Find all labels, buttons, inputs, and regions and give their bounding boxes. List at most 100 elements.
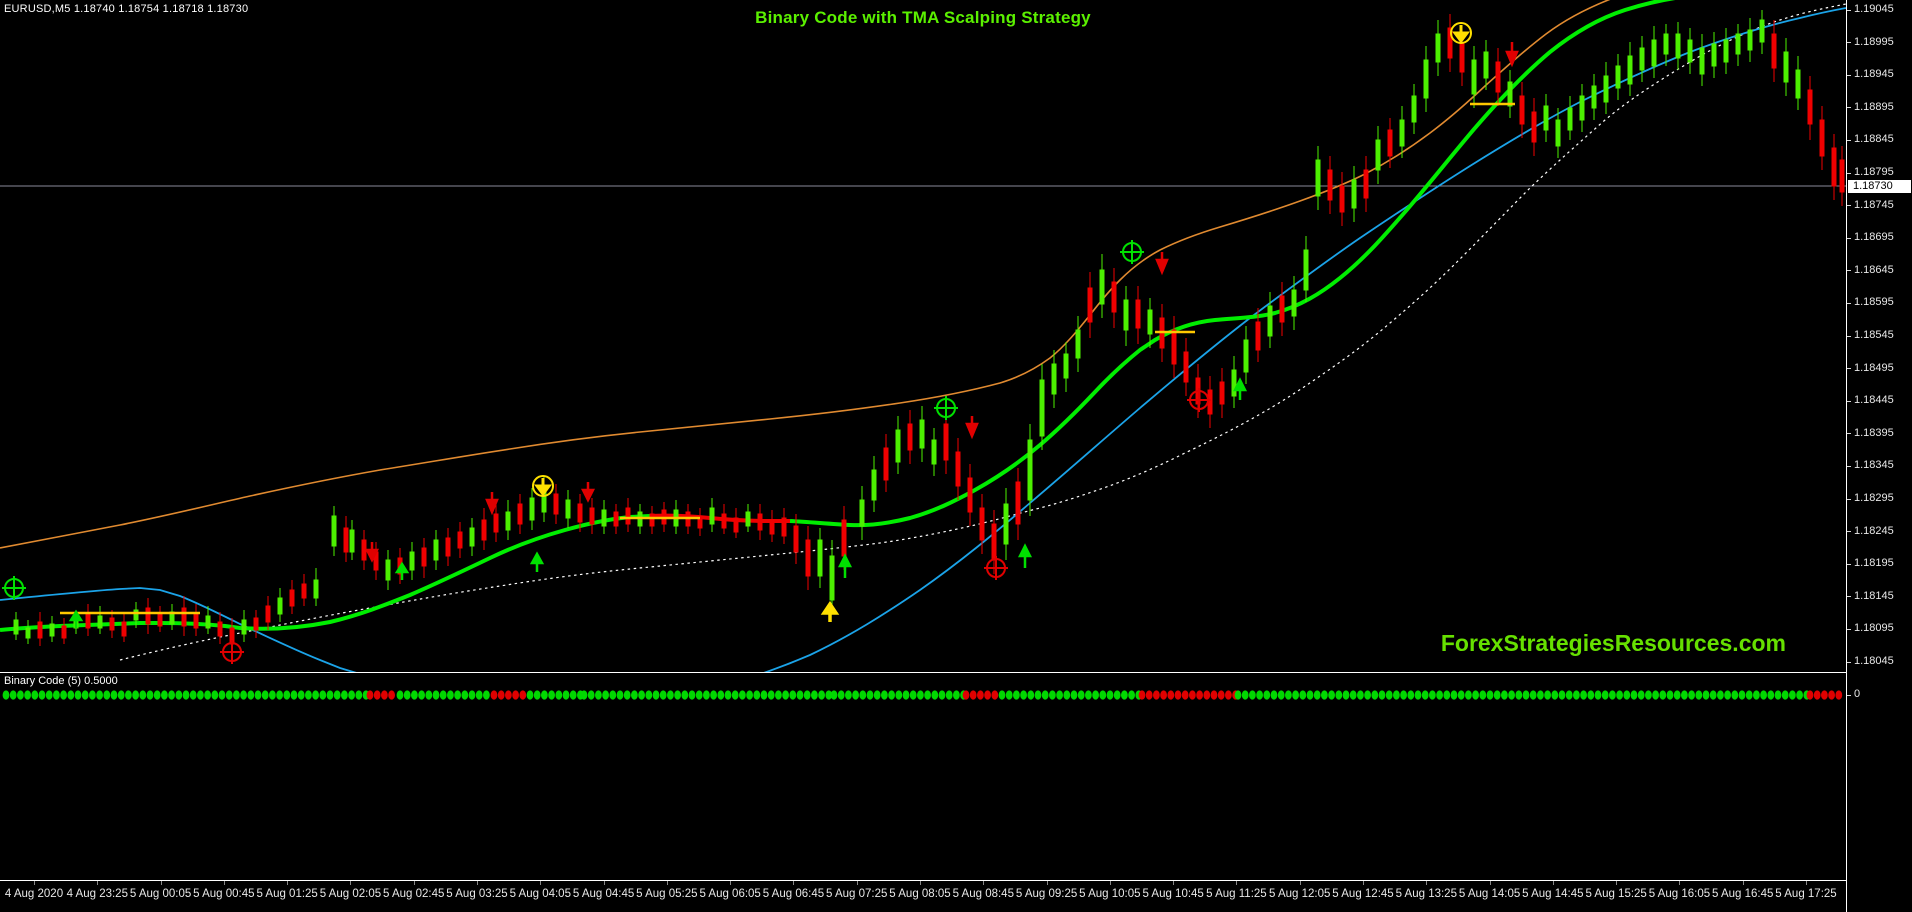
tick-mark [1847, 205, 1851, 207]
time-tick-mark [603, 881, 605, 885]
binary-code-dot [595, 690, 602, 700]
tick-mark [1847, 237, 1851, 239]
price-axis-tick: 1.18895 [1847, 101, 1912, 113]
binary-code-dot [276, 690, 283, 700]
binary-code-dot [1630, 690, 1638, 700]
tick-mark [1847, 172, 1851, 174]
indicator-axis-value: 0 [1854, 688, 1861, 700]
price-axis-tick: 1.18745 [1847, 199, 1912, 211]
tma-lower-band [0, 7, 1846, 672]
binary-code-dot [866, 690, 874, 700]
binary-code-dot [1465, 690, 1472, 700]
binary-code-dot [1493, 690, 1501, 700]
time-tick-mark [477, 881, 478, 885]
time-axis-label: 5 Aug 03:25 [446, 888, 508, 900]
time-axis-label: 4 Aug 23:25 [66, 888, 128, 900]
binary-code-dot [175, 690, 183, 700]
binary-code-dot [526, 690, 534, 700]
last-price-badge: 1.18730 [1848, 180, 1911, 193]
signal-markers [2, 22, 1519, 664]
binary-code-dot [110, 690, 118, 700]
binary-code-dot [67, 690, 75, 700]
binary-code-dot [1056, 690, 1063, 700]
binary-code-dot [909, 690, 917, 700]
binary-code-dot [432, 690, 440, 700]
binary-code-dot [1673, 690, 1681, 700]
candlestick-series [13, 10, 1845, 652]
time-axis-label: 5 Aug 10:05 [1079, 888, 1141, 900]
binary-code-dot [645, 690, 653, 700]
binary-code-dot [512, 690, 519, 700]
binary-code-dot [1544, 690, 1551, 700]
binary-code-dot [38, 690, 46, 700]
binary-code-dot [1013, 690, 1020, 700]
time-axis-label: 5 Aug 08:45 [952, 888, 1014, 900]
binary-code-dot [297, 690, 305, 700]
binary-code-dot [837, 690, 845, 700]
binary-code-dot [1637, 690, 1645, 700]
time-axis-label: 5 Aug 12:05 [1269, 888, 1331, 900]
tick-mark [1847, 368, 1851, 370]
binary-code-dot [312, 690, 319, 700]
binary-code-dot [1796, 690, 1803, 700]
binary-code-dot [454, 690, 461, 700]
binary-code-dot [652, 690, 660, 700]
binary-code-dot [1085, 690, 1092, 700]
binary-code-dot [1020, 690, 1027, 700]
binary-code-dot [782, 690, 789, 700]
binary-code-dot [1681, 690, 1688, 700]
tick-mark [1847, 139, 1851, 141]
price-axis-label: 1.18045 [1854, 655, 1894, 667]
binary-code-dot [1486, 690, 1494, 700]
binary-code-dot [739, 690, 746, 700]
binary-code-dot [1378, 690, 1386, 700]
price-axis-label: 1.18845 [1854, 133, 1894, 146]
time-axis-label: 5 Aug 17:25 [1775, 888, 1837, 900]
binary-code-dot [818, 690, 825, 700]
binary-code-dot [348, 690, 355, 700]
binary-code-dot [767, 690, 775, 700]
watermark-text: ForexStrategiesResources.com [1440, 630, 1786, 656]
binary-code-dot [902, 690, 910, 700]
indicator-axis-tick: 0 [1847, 688, 1912, 700]
price-axis-tick: 1.18195 [1847, 557, 1912, 569]
binary-code-dot [1321, 690, 1328, 700]
time-axis-label: 5 Aug 07:25 [826, 888, 888, 900]
time-axis[interactable]: 4 Aug 2020 4 Aug 23:25 5 Aug 00:05 5 Aug 00… [0, 881, 1847, 912]
binary-code-dot [2, 690, 10, 700]
binary-code-indicator-pane[interactable]: Binary Code (5) 0.5000 [0, 673, 1847, 881]
tick-mark [1847, 9, 1851, 11]
binary-code-dot [1515, 690, 1523, 700]
binary-code-dot [269, 690, 276, 700]
binary-code-dot [623, 690, 631, 700]
price-chart-pane[interactable]: EURUSD,M5 1.18740 1.18754 1.18718 1.1873… [0, 0, 1847, 673]
binary-code-dot [1049, 690, 1056, 700]
price-axis-tick: 1.18845 [1847, 133, 1912, 145]
tick-mark [1847, 498, 1851, 500]
binary-code-dot [1174, 690, 1182, 700]
binary-code-dot [873, 690, 881, 700]
binary-code-dot [695, 690, 703, 700]
binary-code-dot [1277, 690, 1285, 700]
binary-code-dot [1241, 690, 1249, 700]
price-axis[interactable]: 1.19045 1.18995 1.18945 1.18895 1.18845 1.187… [1847, 0, 1912, 672]
binary-code-dot [616, 690, 624, 700]
binary-code-dot [9, 690, 17, 700]
binary-code-dot [998, 690, 1006, 700]
binary-code-dot [1601, 690, 1609, 700]
binary-code-dot [1234, 690, 1242, 700]
binary-code-dot [760, 690, 768, 700]
tick-mark [1847, 335, 1851, 337]
binary-code-dot [388, 690, 395, 700]
binary-code-dot [74, 690, 82, 700]
time-tick-mark [793, 881, 795, 885]
binary-code-dot [1335, 690, 1343, 700]
tick-mark [1847, 661, 1851, 663]
binary-code-dot [1558, 690, 1566, 700]
price-axis-label: 1.18395 [1854, 426, 1894, 439]
binary-code-dot [659, 690, 667, 700]
binary-code-dot [1342, 690, 1350, 700]
binary-code-dot [931, 690, 939, 700]
time-tick-mark [350, 881, 352, 885]
